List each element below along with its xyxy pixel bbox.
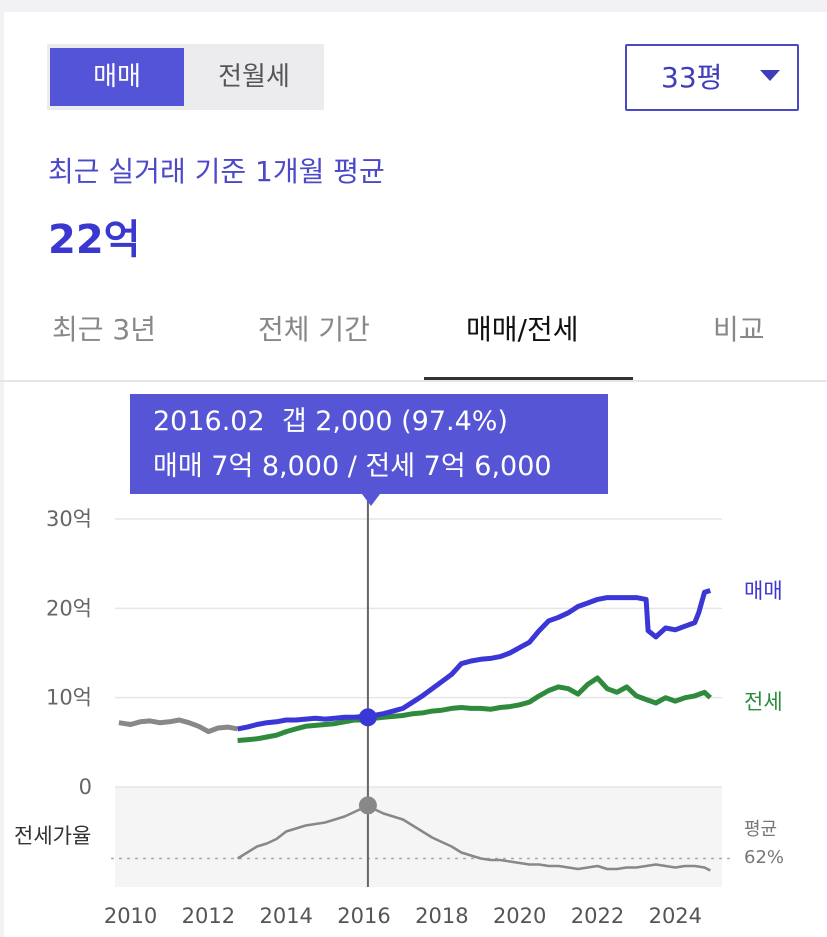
tooltip-box bbox=[130, 394, 608, 494]
tooltip: 2016.02 갭 2,000 (97.4%) 매매 7억 8,000 / 전세… bbox=[130, 394, 608, 506]
x-tick-label: 2010 bbox=[104, 904, 157, 928]
y-tick-label: 10억 bbox=[46, 686, 92, 710]
area-select[interactable]: 33평 bbox=[625, 44, 799, 111]
left-edge bbox=[0, 0, 4, 937]
grid bbox=[115, 518, 722, 788]
y-tick-label: 20억 bbox=[46, 596, 92, 620]
pre-period-line bbox=[118, 717, 239, 735]
sale-series-label: 매매 bbox=[744, 579, 783, 603]
tab-sale-jeonse[interactable]: 매매/전세 bbox=[466, 313, 579, 346]
tabs-divider bbox=[0, 380, 827, 382]
x-tick-label: 2014 bbox=[259, 904, 312, 928]
x-tick-label: 2018 bbox=[415, 904, 468, 928]
x-tick-label: 2012 bbox=[182, 904, 235, 928]
price-basis-label: 최근 실거래 기준 1개월 평균 bbox=[48, 155, 385, 188]
tooltip-line-2: 매매 7억 8,000 / 전세 7억 6,000 bbox=[153, 451, 552, 482]
tooltip-pointer bbox=[362, 494, 380, 506]
tooltip-line-1: 2016.02 갭 2,000 (97.4%) bbox=[153, 406, 508, 437]
jeonse-series-label: 전세 bbox=[744, 690, 783, 714]
sale-highlight-point bbox=[358, 708, 377, 727]
y-tick-label: 0 bbox=[79, 775, 92, 799]
rent-tab-button[interactable]: 전월세 bbox=[187, 48, 321, 106]
jeonse-series-line bbox=[237, 675, 713, 743]
x-tick-label: 2022 bbox=[571, 904, 624, 928]
tab-recent-3y[interactable]: 최근 3년 bbox=[52, 313, 156, 346]
sale-tab-button[interactable]: 매매 bbox=[50, 48, 184, 106]
x-tick-label: 2020 bbox=[493, 904, 546, 928]
ratio-average-label: 평균 bbox=[744, 819, 777, 840]
y-axis: 0 10억 20억 30억 bbox=[46, 507, 92, 799]
x-axis: 2010 2012 2014 2016 2018 2020 2022 2024 bbox=[104, 904, 702, 928]
ratio-panel bbox=[115, 787, 722, 887]
x-tick-label: 2024 bbox=[649, 904, 702, 928]
active-tab-indicator bbox=[424, 377, 633, 380]
tab-compare[interactable]: 비교 bbox=[713, 313, 765, 346]
sale-series-line bbox=[237, 588, 712, 732]
top-strip bbox=[0, 0, 827, 12]
ratio-highlight-point bbox=[358, 796, 377, 815]
ratio-axis-label: 전세가율 bbox=[14, 824, 91, 848]
y-tick-label: 30억 bbox=[46, 507, 92, 531]
period-tabs: 최근 3년 전체 기간 매매/전세 비교 bbox=[0, 300, 827, 382]
tab-all-period[interactable]: 전체 기간 bbox=[258, 313, 370, 346]
average-price: 22억 bbox=[48, 217, 141, 263]
trade-type-toggle: 매매 전월세 bbox=[47, 44, 324, 110]
jeonse-ratio-line bbox=[236, 804, 711, 872]
ratio-average-value: 62% bbox=[744, 847, 784, 868]
area-select-value: 33평 bbox=[661, 61, 723, 94]
chevron-down-icon bbox=[760, 70, 780, 81]
x-tick-label: 2016 bbox=[337, 904, 390, 928]
